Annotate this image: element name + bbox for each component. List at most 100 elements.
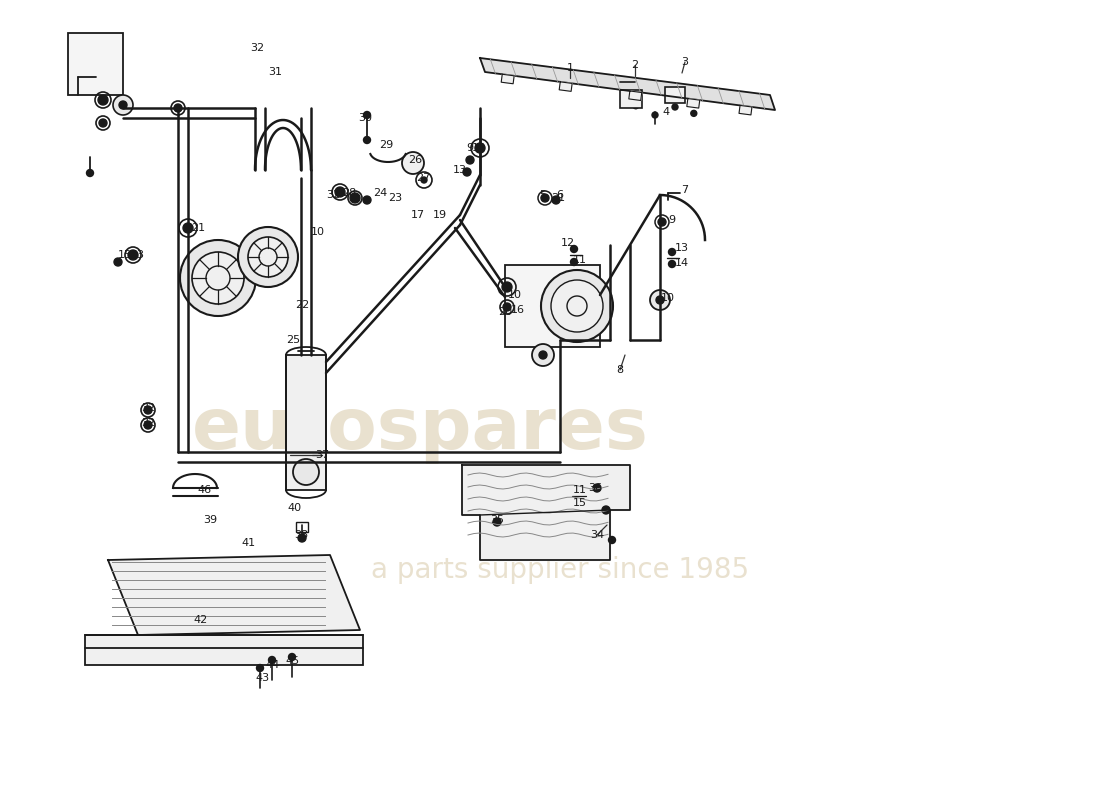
Circle shape [466,156,474,164]
Bar [505,265,600,347]
Text: 37: 37 [315,450,329,460]
Circle shape [608,537,616,543]
Circle shape [238,227,298,287]
Polygon shape [462,465,630,560]
Circle shape [463,168,471,176]
Text: 41: 41 [241,538,255,548]
Circle shape [493,518,500,526]
Circle shape [268,657,275,663]
Text: 21: 21 [551,193,565,203]
Circle shape [503,303,512,311]
Circle shape [669,249,675,255]
Text: 23: 23 [388,193,403,203]
Text: 34: 34 [590,530,604,540]
Text: 13: 13 [675,243,689,253]
Text: 36: 36 [588,483,602,493]
Circle shape [691,110,696,116]
Text: 45: 45 [285,656,299,666]
Circle shape [363,111,371,118]
Polygon shape [629,91,641,101]
Circle shape [541,270,613,342]
Text: 10: 10 [661,293,675,303]
Text: 31: 31 [268,67,282,77]
Circle shape [652,112,658,118]
Circle shape [87,170,94,177]
Circle shape [475,143,485,153]
Bar [68,33,123,95]
Circle shape [402,152,424,174]
Circle shape [502,282,512,292]
Polygon shape [739,106,752,115]
Circle shape [552,196,560,204]
Circle shape [248,237,288,277]
Text: 12: 12 [561,238,575,248]
Circle shape [180,240,256,316]
Text: 14: 14 [675,258,689,268]
Text: 29: 29 [378,140,393,150]
Circle shape [174,104,182,112]
Text: eurospares: eurospares [191,395,648,465]
Text: 6: 6 [557,190,563,200]
Circle shape [602,506,610,514]
Text: 18: 18 [472,143,486,153]
Circle shape [658,218,666,226]
Circle shape [144,406,152,414]
Circle shape [669,261,675,267]
Text: 24: 24 [373,188,387,198]
Text: 40: 40 [288,503,302,513]
Bar [666,87,685,103]
Text: 13: 13 [453,165,468,175]
Text: 32: 32 [326,190,340,200]
Text: 32: 32 [141,418,155,428]
Text: 10: 10 [311,227,324,237]
Polygon shape [480,58,776,110]
Text: 30: 30 [358,113,372,123]
Text: 32: 32 [141,403,155,413]
Bar [85,635,363,665]
Circle shape [532,344,554,366]
Circle shape [256,665,264,671]
Circle shape [336,187,345,197]
Circle shape [593,484,601,492]
Polygon shape [686,98,700,108]
Text: 46: 46 [197,485,211,495]
Text: 9: 9 [669,215,675,225]
Circle shape [672,104,678,110]
Text: 27: 27 [416,173,430,183]
Circle shape [363,196,371,204]
Text: 19: 19 [433,210,447,220]
Text: 28: 28 [342,188,356,198]
Text: 7: 7 [681,185,689,195]
Text: 10: 10 [508,290,522,300]
Text: 3: 3 [682,57,689,67]
Text: 4: 4 [662,107,670,117]
Text: 8: 8 [616,365,624,375]
Circle shape [288,654,296,661]
Circle shape [293,459,319,485]
Text: 32: 32 [250,43,264,53]
Text: 11: 11 [573,255,587,265]
Text: 15: 15 [118,250,132,260]
Text: 33: 33 [130,250,144,260]
Text: 42: 42 [194,615,208,625]
Circle shape [298,534,306,542]
Text: 15: 15 [573,498,587,508]
Text: 43: 43 [256,673,271,683]
Text: 21: 21 [191,223,205,233]
Text: 22: 22 [295,300,309,310]
Circle shape [113,95,133,115]
Circle shape [421,177,427,183]
Circle shape [99,119,107,127]
Text: 11: 11 [573,485,587,495]
Circle shape [632,102,639,109]
Polygon shape [559,82,572,91]
Text: 20: 20 [498,307,513,317]
Bar [286,355,326,490]
Circle shape [192,252,244,304]
Circle shape [571,246,578,253]
Polygon shape [502,74,514,84]
Circle shape [574,499,582,506]
Circle shape [574,486,582,494]
Text: 26: 26 [408,155,422,165]
Text: 39: 39 [202,515,217,525]
